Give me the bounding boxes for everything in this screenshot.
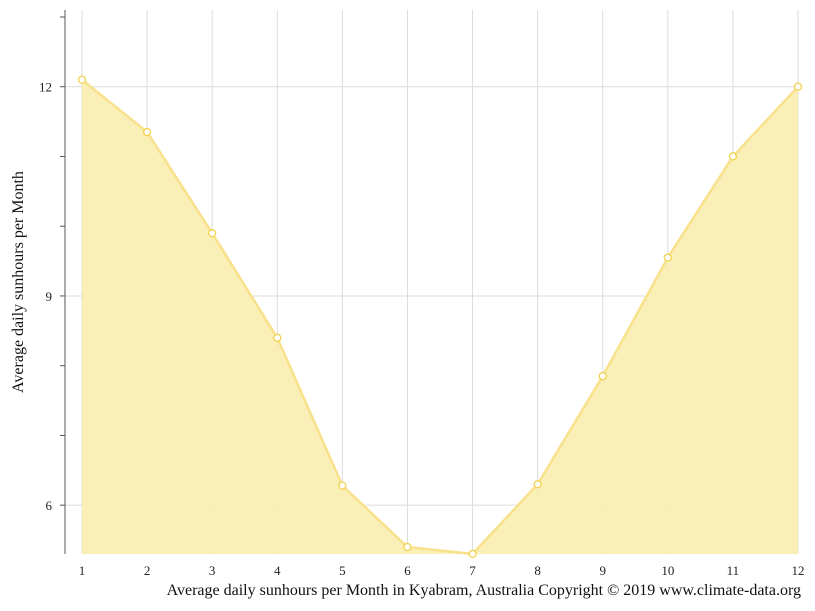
data-point-2	[142, 127, 152, 137]
series-line	[81, 78, 799, 556]
data-point-4	[273, 333, 282, 342]
data-point-10	[663, 253, 672, 262]
chart-caption: Average daily sunhours per Month in Kyab…	[166, 582, 801, 599]
data-point-1	[77, 75, 87, 84]
y-tick-labels: 6 9 12	[39, 80, 53, 513]
x-tick-label-5: 5	[339, 563, 346, 578]
y-tick-label-12: 12	[39, 80, 52, 95]
x-tick-label-2: 2	[144, 563, 151, 578]
x-tick-label-12: 12	[792, 563, 805, 578]
data-point-5	[338, 481, 347, 490]
x-tick-label-7: 7	[469, 563, 476, 578]
data-points	[77, 75, 803, 559]
data-point-8	[533, 480, 542, 489]
data-point-12	[793, 82, 803, 91]
x-tick-label-8: 8	[534, 563, 541, 578]
y-axis	[60, 10, 66, 554]
x-tick-label-4: 4	[274, 563, 281, 578]
x-tick-label-1: 1	[79, 563, 86, 578]
y-axis-title: Average daily sunhours per Month	[10, 171, 27, 393]
y-tick-label-9: 9	[46, 289, 53, 304]
data-point-3	[208, 229, 217, 238]
x-tick-label-6: 6	[404, 563, 411, 578]
data-point-7	[468, 549, 477, 559]
x-tick-label-11: 11	[727, 563, 740, 578]
x-tick-label-3: 3	[209, 563, 216, 578]
data-point-11	[728, 152, 738, 161]
x-tick-labels: 1 2 3 4 5 6 7 8 9 10 11 12	[79, 563, 805, 578]
data-point-6	[403, 542, 412, 552]
data-point-9	[598, 372, 607, 381]
area-fill	[82, 79, 798, 554]
x-tick-label-9: 9	[599, 563, 606, 578]
y-tick-label-6: 6	[46, 498, 53, 513]
x-tick-label-10: 10	[661, 563, 674, 578]
